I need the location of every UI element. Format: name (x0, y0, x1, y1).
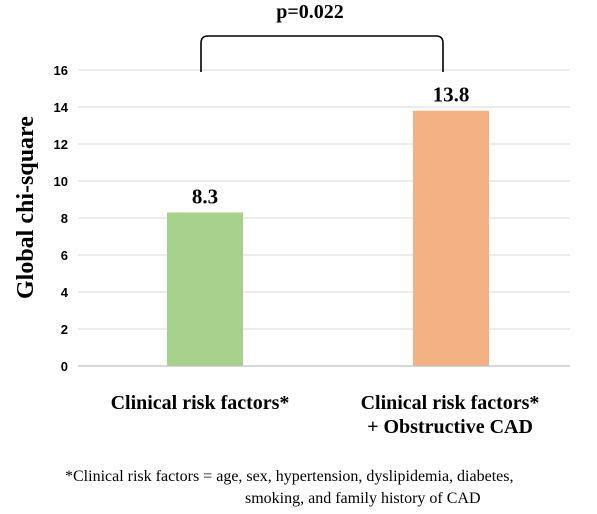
y-tick-label: 12 (54, 137, 68, 152)
y-tick-label: 4 (61, 285, 69, 300)
category-label-2-line-1: Clinical risk factors* (360, 392, 540, 414)
bar-1 (167, 212, 243, 366)
y-tick-label: 10 (54, 174, 68, 189)
significance-bracket (200, 35, 444, 72)
y-tick-label: 14 (54, 100, 69, 115)
data-label-1: 8.3 (192, 184, 218, 208)
category-label-1: Clinical risk factors* (110, 392, 290, 414)
footnote-line-2: smoking, and family history of CAD (245, 490, 481, 507)
y-tick-label: 2 (61, 322, 68, 337)
data-label-2: 13.8 (433, 83, 470, 107)
category-label-2: Clinical risk factors* + Obstructive CAD (320, 391, 580, 439)
footnote-line-1: *Clinical risk factors = age, sex, hyper… (65, 468, 514, 485)
y-axis-label: Global chi-square (13, 116, 39, 299)
significance-label: p=0.022 (276, 1, 344, 23)
y-tick-label: 8 (61, 211, 68, 226)
y-tick-label: 6 (61, 248, 68, 263)
bar-2 (413, 110, 489, 366)
y-tick-label: 0 (61, 359, 68, 374)
category-label-2-line-2: + Obstructive CAD (367, 416, 533, 438)
y-tick-label: 16 (54, 63, 68, 78)
